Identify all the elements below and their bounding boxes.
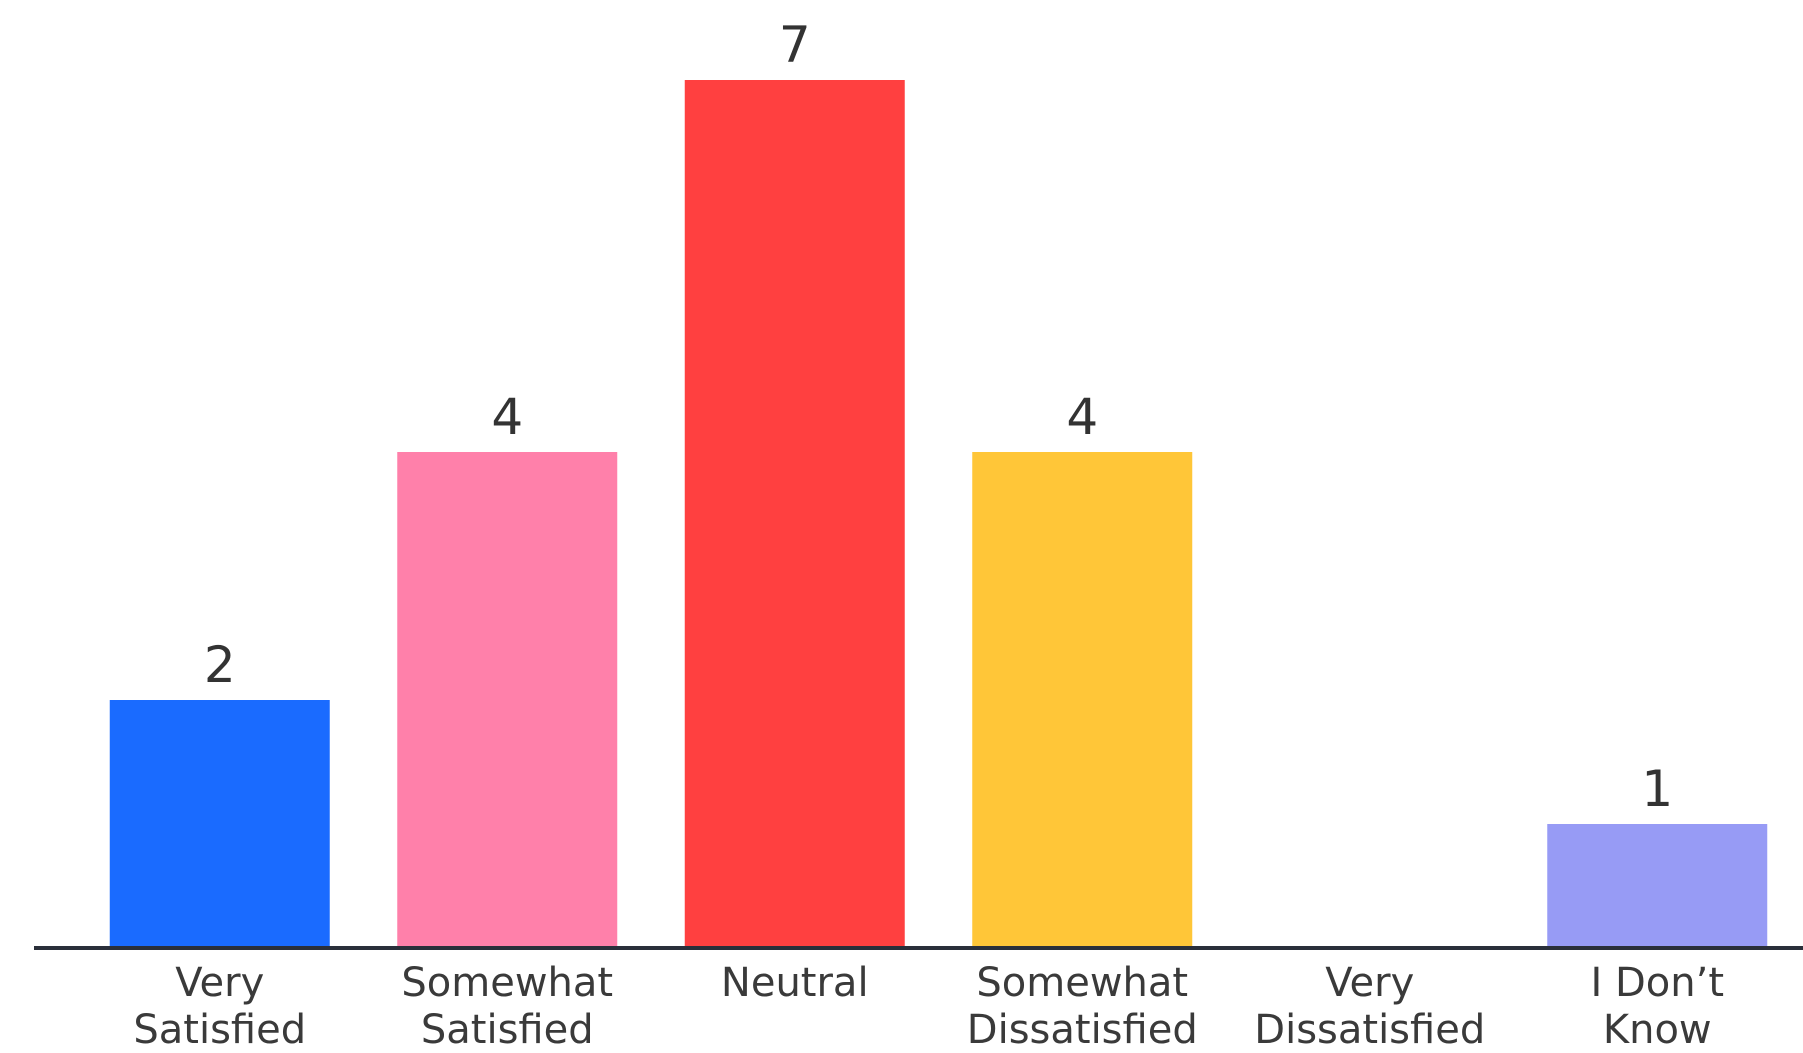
bar-somewhat-satisfied [397,452,618,948]
value-label-very-satisfied: 2 [204,636,236,694]
tick-label-very-satisfied: Very Satisfied [133,960,306,1053]
tick-label-line: Somewhat [401,960,613,1006]
tick-label-line: Satisfied [133,1007,306,1053]
value-label-neutral: 7 [779,16,811,74]
bar-very-satisfied [109,700,330,948]
value-label-i-don-t-know: 1 [1641,760,1673,818]
value-label-somewhat-satisfied: 4 [491,388,523,446]
tick-label-neutral: Neutral [721,960,869,1006]
tick-label-line: Dissatisfied [967,1007,1198,1053]
tick-label-very-dissatisfied: Very Dissatisfied [1254,960,1485,1053]
bar-neutral [684,80,905,948]
bars-group [109,80,1768,948]
tick-label-line: Know [1603,1007,1712,1053]
tick-label-line: Somewhat [976,960,1188,1006]
tick-label-i-don-t-know: I Don’t Know [1590,960,1724,1053]
tick-label-line: Very [175,960,264,1006]
bar-somewhat-dissatisfied [972,452,1193,948]
value-labels-group: 2 4 7 4 1 [204,16,1673,818]
bar-i-don-t-know [1547,824,1768,948]
tick-label-line: Dissatisfied [1254,1007,1485,1053]
tick-label-line: Satisfied [421,1007,594,1053]
tick-label-line: I Don’t [1590,960,1724,1006]
tick-label-line: Neutral [721,960,869,1006]
tick-label-line: Very [1325,960,1414,1006]
value-label-somewhat-dissatisfied: 4 [1066,388,1098,446]
tick-label-somewhat-dissatisfied: Somewhat Dissatisfied [967,960,1198,1053]
tick-label-somewhat-satisfied: Somewhat Satisfied [401,960,613,1053]
